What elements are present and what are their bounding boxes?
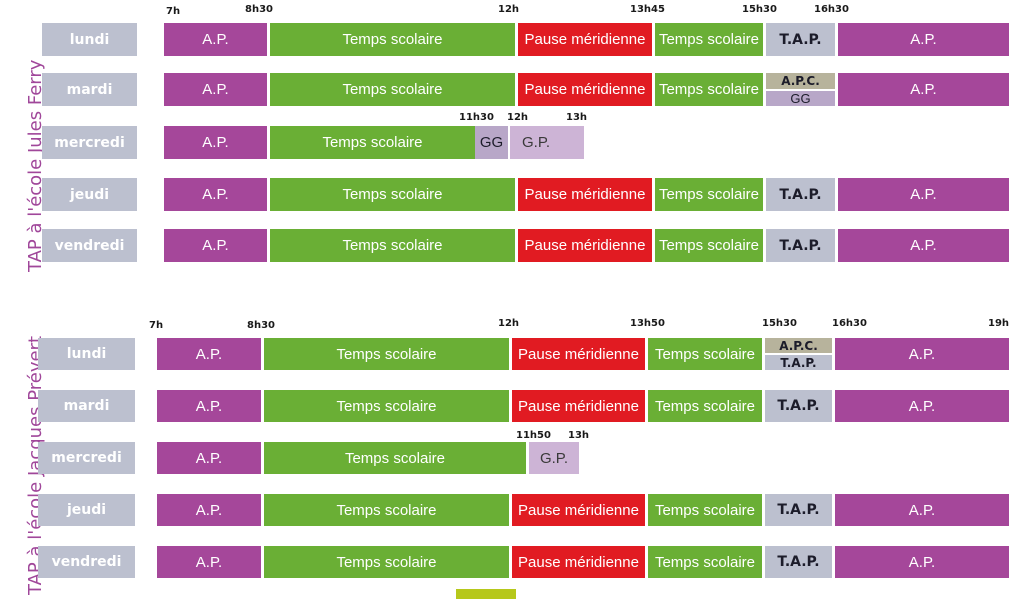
block-gg: GG xyxy=(475,126,508,159)
block-tap: T.A.P. xyxy=(765,355,832,370)
block-gp: G.P. xyxy=(529,442,579,474)
block-tap: T.A.P. xyxy=(766,23,835,56)
block-temps-scolaire-pm: Temps scolaire xyxy=(655,23,763,56)
block-ap-evening: A.P. xyxy=(835,494,1009,526)
block-temps-scolaire: Temps scolaire xyxy=(270,73,515,106)
block-temps-scolaire-pm: Temps scolaire xyxy=(655,73,763,106)
time-label-15h30: 15h30 xyxy=(742,4,777,15)
block-tap: T.A.P. xyxy=(765,546,832,578)
block-ap-morning: A.P. xyxy=(164,23,267,56)
block-ap-evening: A.P. xyxy=(838,229,1009,262)
block-ap-evening: A.P. xyxy=(838,73,1009,106)
block-temps-scolaire: Temps scolaire xyxy=(270,23,515,56)
time-label-7h: 7h xyxy=(149,320,164,331)
time-label-12h-wed: 12h xyxy=(507,112,529,123)
time-label-13h50: 13h50 xyxy=(630,318,665,329)
day-label-lundi: lundi xyxy=(42,23,137,56)
block-ap-morning: A.P. xyxy=(164,126,267,159)
block-temps-scolaire-pm: Temps scolaire xyxy=(648,494,762,526)
block-pause-meridienne: Pause méridienne xyxy=(512,338,645,370)
block-temps-scolaire: Temps scolaire xyxy=(264,390,509,422)
block-pause-meridienne: Pause méridienne xyxy=(518,229,652,262)
block-temps-scolaire: Temps scolaire xyxy=(270,178,515,211)
block-temps-scolaire: Temps scolaire xyxy=(270,126,475,159)
day-label-mardi: mardi xyxy=(38,390,135,422)
day-label-jeudi: jeudi xyxy=(42,178,137,211)
day-label-vendredi: vendredi xyxy=(38,546,135,578)
block-temps-scolaire-pm: Temps scolaire xyxy=(655,178,763,211)
block-temps-scolaire-pm: Temps scolaire xyxy=(648,546,762,578)
day-label-mercredi: mercredi xyxy=(42,126,137,159)
block-temps-scolaire: Temps scolaire xyxy=(264,494,509,526)
time-label-11h50: 11h50 xyxy=(516,430,551,441)
block-temps-scolaire: Temps scolaire xyxy=(270,229,515,262)
block-gp: G.P. xyxy=(510,126,584,159)
time-label-13h45: 13h45 xyxy=(630,4,665,15)
block-ap-morning: A.P. xyxy=(157,546,261,578)
block-ap-morning: A.P. xyxy=(157,390,261,422)
block-tap: T.A.P. xyxy=(765,494,832,526)
day-label-lundi: lundi xyxy=(38,338,135,370)
block-ap-evening: A.P. xyxy=(838,23,1009,56)
block-ap-evening: A.P. xyxy=(835,338,1009,370)
block-ap-evening: A.P. xyxy=(835,546,1009,578)
block-gg: GG xyxy=(766,91,835,106)
block-pause-meridienne: Pause méridienne xyxy=(518,23,652,56)
block-temps-scolaire: Temps scolaire xyxy=(264,338,509,370)
time-label-12h: 12h xyxy=(498,4,520,15)
time-label-19h: 19h xyxy=(988,318,1010,329)
block-ap-morning: A.P. xyxy=(157,442,261,474)
time-label-15h30: 15h30 xyxy=(762,318,797,329)
accent-bar xyxy=(456,589,516,599)
block-temps-scolaire-pm: Temps scolaire xyxy=(648,338,762,370)
block-pause-meridienne: Pause méridienne xyxy=(512,546,645,578)
time-label-11h30: 11h30 xyxy=(459,112,494,123)
time-label-7h: 7h xyxy=(166,6,181,17)
block-pause-meridienne: Pause méridienne xyxy=(512,494,645,526)
time-label-13h-wed: 13h xyxy=(566,112,588,123)
block-temps-scolaire-pm: Temps scolaire xyxy=(655,229,763,262)
block-ap-morning: A.P. xyxy=(157,338,261,370)
block-pause-meridienne: Pause méridienne xyxy=(518,73,652,106)
block-ap-morning: A.P. xyxy=(164,73,267,106)
time-label-12h: 12h xyxy=(498,318,520,329)
block-temps-scolaire: Temps scolaire xyxy=(264,546,509,578)
block-apc: A.P.C. xyxy=(766,73,835,89)
block-tap: T.A.P. xyxy=(766,229,835,262)
time-label-16h30: 16h30 xyxy=(814,4,849,15)
block-ap-evening: A.P. xyxy=(838,178,1009,211)
time-label-8h30: 8h30 xyxy=(247,320,275,331)
block-ap-morning: A.P. xyxy=(164,229,267,262)
time-label-13h-wed: 13h xyxy=(568,430,590,441)
block-tap: T.A.P. xyxy=(765,390,832,422)
time-label-8h30: 8h30 xyxy=(245,4,273,15)
block-temps-scolaire: Temps scolaire xyxy=(264,442,526,474)
day-label-mardi: mardi xyxy=(42,73,137,106)
block-tap: T.A.P. xyxy=(766,178,835,211)
block-pause-meridienne: Pause méridienne xyxy=(512,390,645,422)
block-ap-morning: A.P. xyxy=(164,178,267,211)
block-temps-scolaire-pm: Temps scolaire xyxy=(648,390,762,422)
block-apc: A.P.C. xyxy=(765,338,832,353)
time-label-16h30: 16h30 xyxy=(832,318,867,329)
day-label-mercredi: mercredi xyxy=(38,442,135,474)
day-label-jeudi: jeudi xyxy=(38,494,135,526)
block-ap-evening: A.P. xyxy=(835,390,1009,422)
day-label-vendredi: vendredi xyxy=(42,229,137,262)
block-pause-meridienne: Pause méridienne xyxy=(518,178,652,211)
block-ap-morning: A.P. xyxy=(157,494,261,526)
